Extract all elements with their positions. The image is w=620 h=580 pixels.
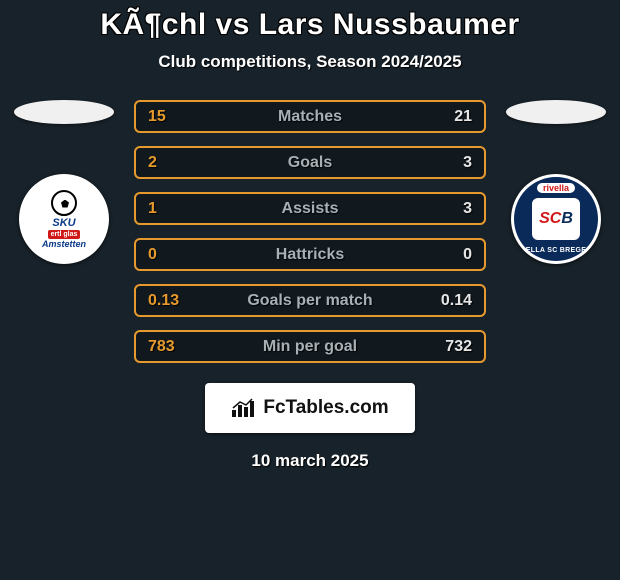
stat-left-value: 1 bbox=[148, 200, 190, 218]
stat-right-value: 21 bbox=[430, 108, 472, 126]
stat-label: Goals per match bbox=[247, 292, 372, 310]
stat-right-value: 732 bbox=[430, 338, 472, 356]
right-club-center: SCB bbox=[532, 198, 580, 240]
stat-left-value: 0 bbox=[148, 246, 190, 264]
page-subtitle: Club competitions, Season 2024/2025 bbox=[158, 52, 461, 72]
stat-row: 0.13 Goals per match 0.14 bbox=[134, 284, 486, 317]
footer-date: 10 march 2025 bbox=[251, 451, 368, 471]
infographic-container: KÃ¶chl vs Lars Nussbaumer Club competiti… bbox=[0, 0, 620, 471]
scb-b: B bbox=[561, 210, 573, 227]
main-row: SKU ertl glas Amstetten 15 Matches 21 2 Goal… bbox=[0, 100, 620, 363]
scb-c: C bbox=[550, 210, 562, 227]
right-side-column: rivella SCB ELLA SC BREGE bbox=[496, 100, 616, 264]
scb-s: S bbox=[539, 210, 550, 227]
stat-right-value: 0.14 bbox=[430, 292, 472, 310]
left-club-tag: ertl glas bbox=[48, 230, 81, 239]
right-badge-inner: rivella SCB ELLA SC BREGE bbox=[514, 177, 598, 261]
stat-left-value: 0.13 bbox=[148, 292, 190, 310]
stat-label: Matches bbox=[278, 108, 342, 126]
stat-left-value: 783 bbox=[148, 338, 190, 356]
footer-badge: FcTables.com bbox=[205, 383, 415, 433]
stat-label: Assists bbox=[282, 200, 339, 218]
stat-row: 783 Min per goal 732 bbox=[134, 330, 486, 363]
chart-icon bbox=[231, 398, 257, 418]
stat-left-value: 15 bbox=[148, 108, 190, 126]
left-flag bbox=[14, 100, 114, 124]
stat-row: 2 Goals 3 bbox=[134, 146, 486, 179]
right-club-badge: rivella SCB ELLA SC BREGE bbox=[511, 174, 601, 264]
stats-column: 15 Matches 21 2 Goals 3 1 Assists 3 0 Hattricks 0 0.… bbox=[134, 100, 486, 363]
left-club-badge: SKU ertl glas Amstetten bbox=[19, 174, 109, 264]
stat-label: Goals bbox=[288, 154, 332, 172]
stat-right-value: 3 bbox=[430, 154, 472, 172]
stat-label: Hattricks bbox=[276, 246, 344, 264]
footer-site-text: FcTables.com bbox=[263, 397, 388, 419]
right-club-top: rivella bbox=[537, 183, 575, 193]
stat-right-value: 3 bbox=[430, 200, 472, 218]
stat-left-value: 2 bbox=[148, 154, 190, 172]
left-club-line1: SKU bbox=[52, 218, 75, 229]
right-club-bottom: ELLA SC BREGE bbox=[526, 247, 586, 254]
left-side-column: SKU ertl glas Amstetten bbox=[4, 100, 124, 264]
stat-row: 0 Hattricks 0 bbox=[134, 238, 486, 271]
stat-row: 1 Assists 3 bbox=[134, 192, 486, 225]
right-flag bbox=[506, 100, 606, 124]
page-title: KÃ¶chl vs Lars Nussbaumer bbox=[100, 8, 519, 42]
left-badge-inner: SKU ertl glas Amstetten bbox=[29, 184, 99, 254]
stat-right-value: 0 bbox=[430, 246, 472, 264]
stat-row: 15 Matches 21 bbox=[134, 100, 486, 133]
right-club-scb: SCB bbox=[539, 211, 573, 227]
stat-label: Min per goal bbox=[263, 338, 357, 356]
soccer-ball-icon bbox=[51, 190, 77, 216]
left-club-line2: Amstetten bbox=[42, 240, 86, 249]
